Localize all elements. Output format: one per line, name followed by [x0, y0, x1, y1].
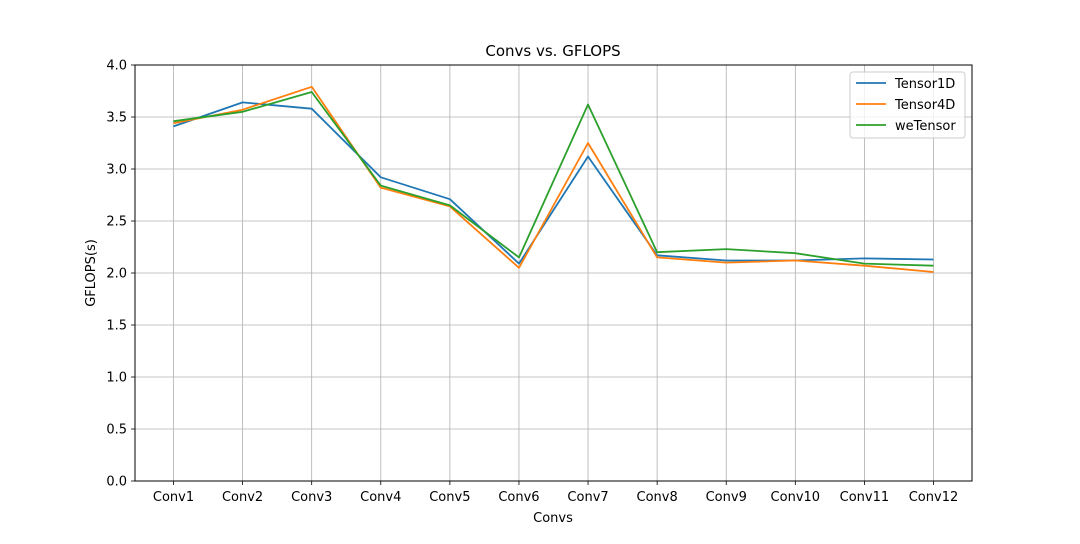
x-tick-label: Conv8	[637, 490, 678, 505]
legend: Tensor1D Tensor4D weTensor	[849, 71, 966, 139]
y-tick-label: 1.5	[106, 319, 127, 334]
y-tick-label: 0.0	[106, 475, 127, 490]
x-tick-label: Conv6	[498, 490, 539, 505]
series-lines	[173, 85, 934, 273]
x-tick-label: Conv12	[909, 490, 959, 505]
grid	[135, 64, 972, 482]
x-tick-label: Conv3	[291, 490, 332, 505]
x-tick-label: Conv7	[567, 490, 608, 505]
legend-label: weTensor	[895, 119, 956, 134]
x-tick-label: Conv5	[429, 490, 470, 505]
legend-box	[849, 71, 966, 139]
y-tick-label: 3.0	[106, 163, 127, 178]
legend-label: Tensor1D	[894, 77, 955, 92]
x-tick-label: Conv1	[153, 490, 194, 505]
y-tick-label: 2.0	[106, 267, 127, 282]
legend-label: Tensor4D	[894, 98, 955, 113]
y-axis-ticks: 0.0 0.5 1.0 1.5 2.0 2.5 3.0 3.5 4.0	[106, 59, 135, 490]
y-tick-label: 2.5	[106, 215, 127, 230]
y-axis-label: GFLOPS(s)	[84, 239, 99, 307]
x-tick-label: Conv2	[222, 490, 263, 505]
x-axis-label: Convs	[533, 511, 573, 526]
x-axis-ticks: Conv1 Conv2 Conv3 Conv4 Conv5 Conv6 Conv7 Conv8…	[153, 481, 958, 505]
y-tick-label: 3.5	[106, 111, 127, 126]
chart-title: Convs vs. GFLOPS	[485, 42, 620, 60]
x-tick-label: Conv9	[706, 490, 747, 505]
y-tick-label: 1.0	[106, 371, 127, 386]
x-tick-label: Conv10	[771, 490, 821, 505]
series-line-tensor1d	[173, 101, 934, 265]
series-line-tensor4d	[173, 85, 934, 273]
x-tick-label: Conv4	[360, 490, 401, 505]
y-tick-label: 0.5	[106, 423, 127, 438]
series-line-wetensor	[173, 91, 934, 267]
y-tick-label: 4.0	[106, 59, 127, 74]
x-tick-label: Conv11	[840, 490, 890, 505]
